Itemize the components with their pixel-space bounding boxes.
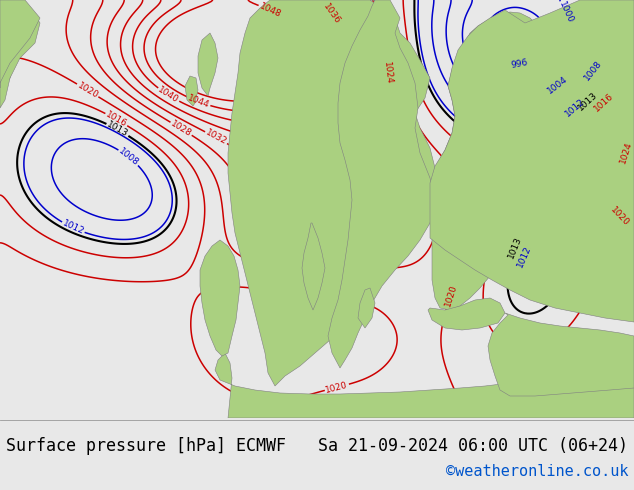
Polygon shape [185,76,198,106]
Polygon shape [0,0,40,88]
Text: 1008: 1008 [117,147,141,168]
Text: 1048: 1048 [258,1,282,19]
Polygon shape [228,0,435,386]
Text: 1032: 1032 [204,128,228,147]
Polygon shape [0,0,40,108]
Polygon shape [432,12,545,310]
Polygon shape [430,0,634,322]
Text: Sa 21-09-2024 06:00 UTC (06+24): Sa 21-09-2024 06:00 UTC (06+24) [318,437,628,455]
Text: 1016: 1016 [104,110,129,129]
Text: 1012: 1012 [564,97,587,119]
Polygon shape [0,0,15,98]
Polygon shape [328,0,435,368]
Text: 1000: 1000 [557,0,574,25]
Text: 1004: 1004 [545,75,569,96]
Polygon shape [198,33,218,96]
Text: 1036: 1036 [322,2,342,26]
Text: 1028: 1028 [169,119,193,139]
Text: 1020: 1020 [325,380,349,394]
Text: 1020: 1020 [608,205,630,228]
Text: 1044: 1044 [186,94,211,110]
Text: 1020: 1020 [443,283,458,308]
Polygon shape [488,313,634,396]
Polygon shape [358,288,375,328]
Text: 1024: 1024 [618,140,634,165]
Polygon shape [0,0,25,53]
Text: 1016: 1016 [592,91,616,113]
Text: 1020: 1020 [75,81,100,100]
Text: 1013: 1013 [507,235,523,259]
Text: 1012: 1012 [515,245,533,269]
Text: 1013: 1013 [105,120,130,139]
Text: ©weatheronline.co.uk: ©weatheronline.co.uk [446,464,628,479]
Text: 1008: 1008 [582,58,604,82]
Text: 996: 996 [510,58,529,70]
Text: 1012: 1012 [61,219,86,237]
Text: 1024: 1024 [382,61,394,84]
Polygon shape [200,240,240,356]
Text: 1040: 1040 [157,85,181,105]
Text: Surface pressure [hPa] ECMWF: Surface pressure [hPa] ECMWF [6,437,286,455]
Text: 1013: 1013 [576,90,599,112]
Polygon shape [428,298,505,330]
Polygon shape [215,353,634,418]
Polygon shape [302,223,325,310]
